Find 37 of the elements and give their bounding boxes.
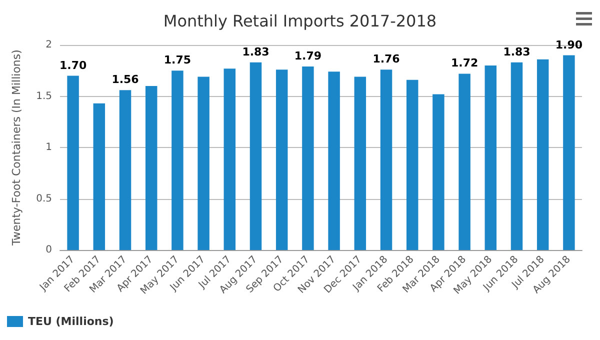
bar [276, 70, 288, 250]
bar [380, 70, 392, 250]
data-label: 1.83 [503, 45, 530, 58]
bar [145, 86, 158, 250]
y-tick-label: 1.5 [36, 90, 52, 102]
bar [172, 70, 184, 250]
y-tick-label: 2 [46, 40, 52, 50]
bar [328, 72, 340, 250]
y-tick-label: 1 [46, 142, 52, 153]
data-label: 1.75 [164, 54, 192, 67]
bar [458, 74, 470, 250]
data-label: 1.72 [450, 56, 478, 70]
legend-label: TEU (Millions) [28, 315, 114, 328]
chart-title: Monthly Retail Imports 2017-2018 [163, 12, 437, 30]
bar [67, 76, 79, 250]
data-label: 1.83 [242, 45, 270, 58]
bar [119, 90, 132, 250]
data-label: 1.56 [112, 73, 140, 86]
y-tick-label: 0.5 [36, 193, 52, 204]
bar [563, 55, 575, 250]
bar [536, 59, 549, 250]
data-label: 1.79 [294, 50, 322, 63]
bar [224, 68, 236, 250]
bar [198, 76, 210, 250]
bar [484, 66, 497, 250]
data-label: 1.70 [59, 58, 87, 72]
y-tick-label: 0 [46, 244, 52, 256]
bar [250, 62, 262, 250]
bar [93, 103, 106, 250]
data-label: 1.76 [372, 52, 400, 66]
bar [510, 62, 523, 250]
bar [432, 94, 444, 250]
bar [406, 80, 418, 250]
data-label: 1.90 [555, 38, 583, 52]
bar [302, 66, 314, 250]
bar [354, 76, 366, 250]
y-axis-title: Twenty-Foot Containers (In Millions) [10, 50, 23, 246]
